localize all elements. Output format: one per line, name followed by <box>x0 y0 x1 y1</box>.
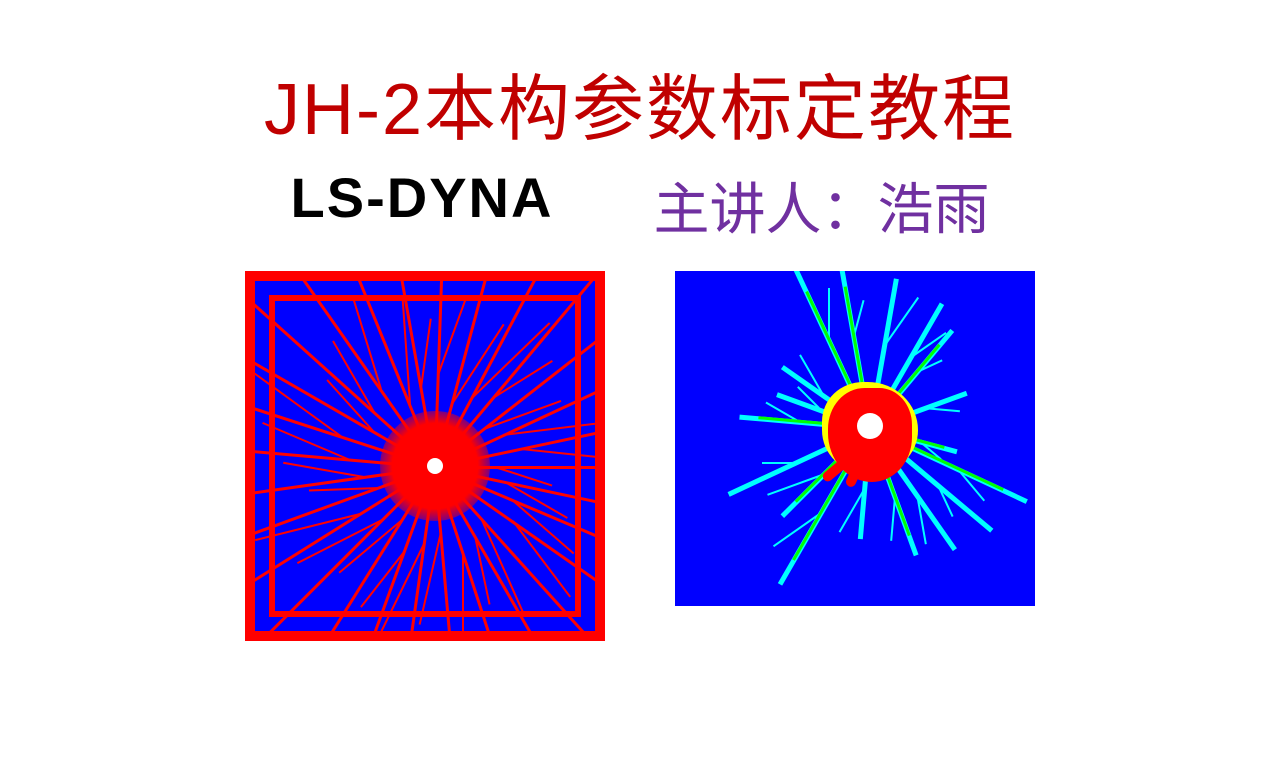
software-label: LS-DYNA <box>291 165 554 246</box>
subtitle-row: LS-DYNA 主讲人：浩雨 <box>0 165 1280 246</box>
simulation-left <box>245 271 605 641</box>
simulation-images <box>0 271 1280 641</box>
presenter-label: 主讲人：浩雨 <box>653 165 989 246</box>
main-title: JH-2本构参数标定教程 <box>0 50 1280 155</box>
simulation-right <box>675 271 1035 606</box>
